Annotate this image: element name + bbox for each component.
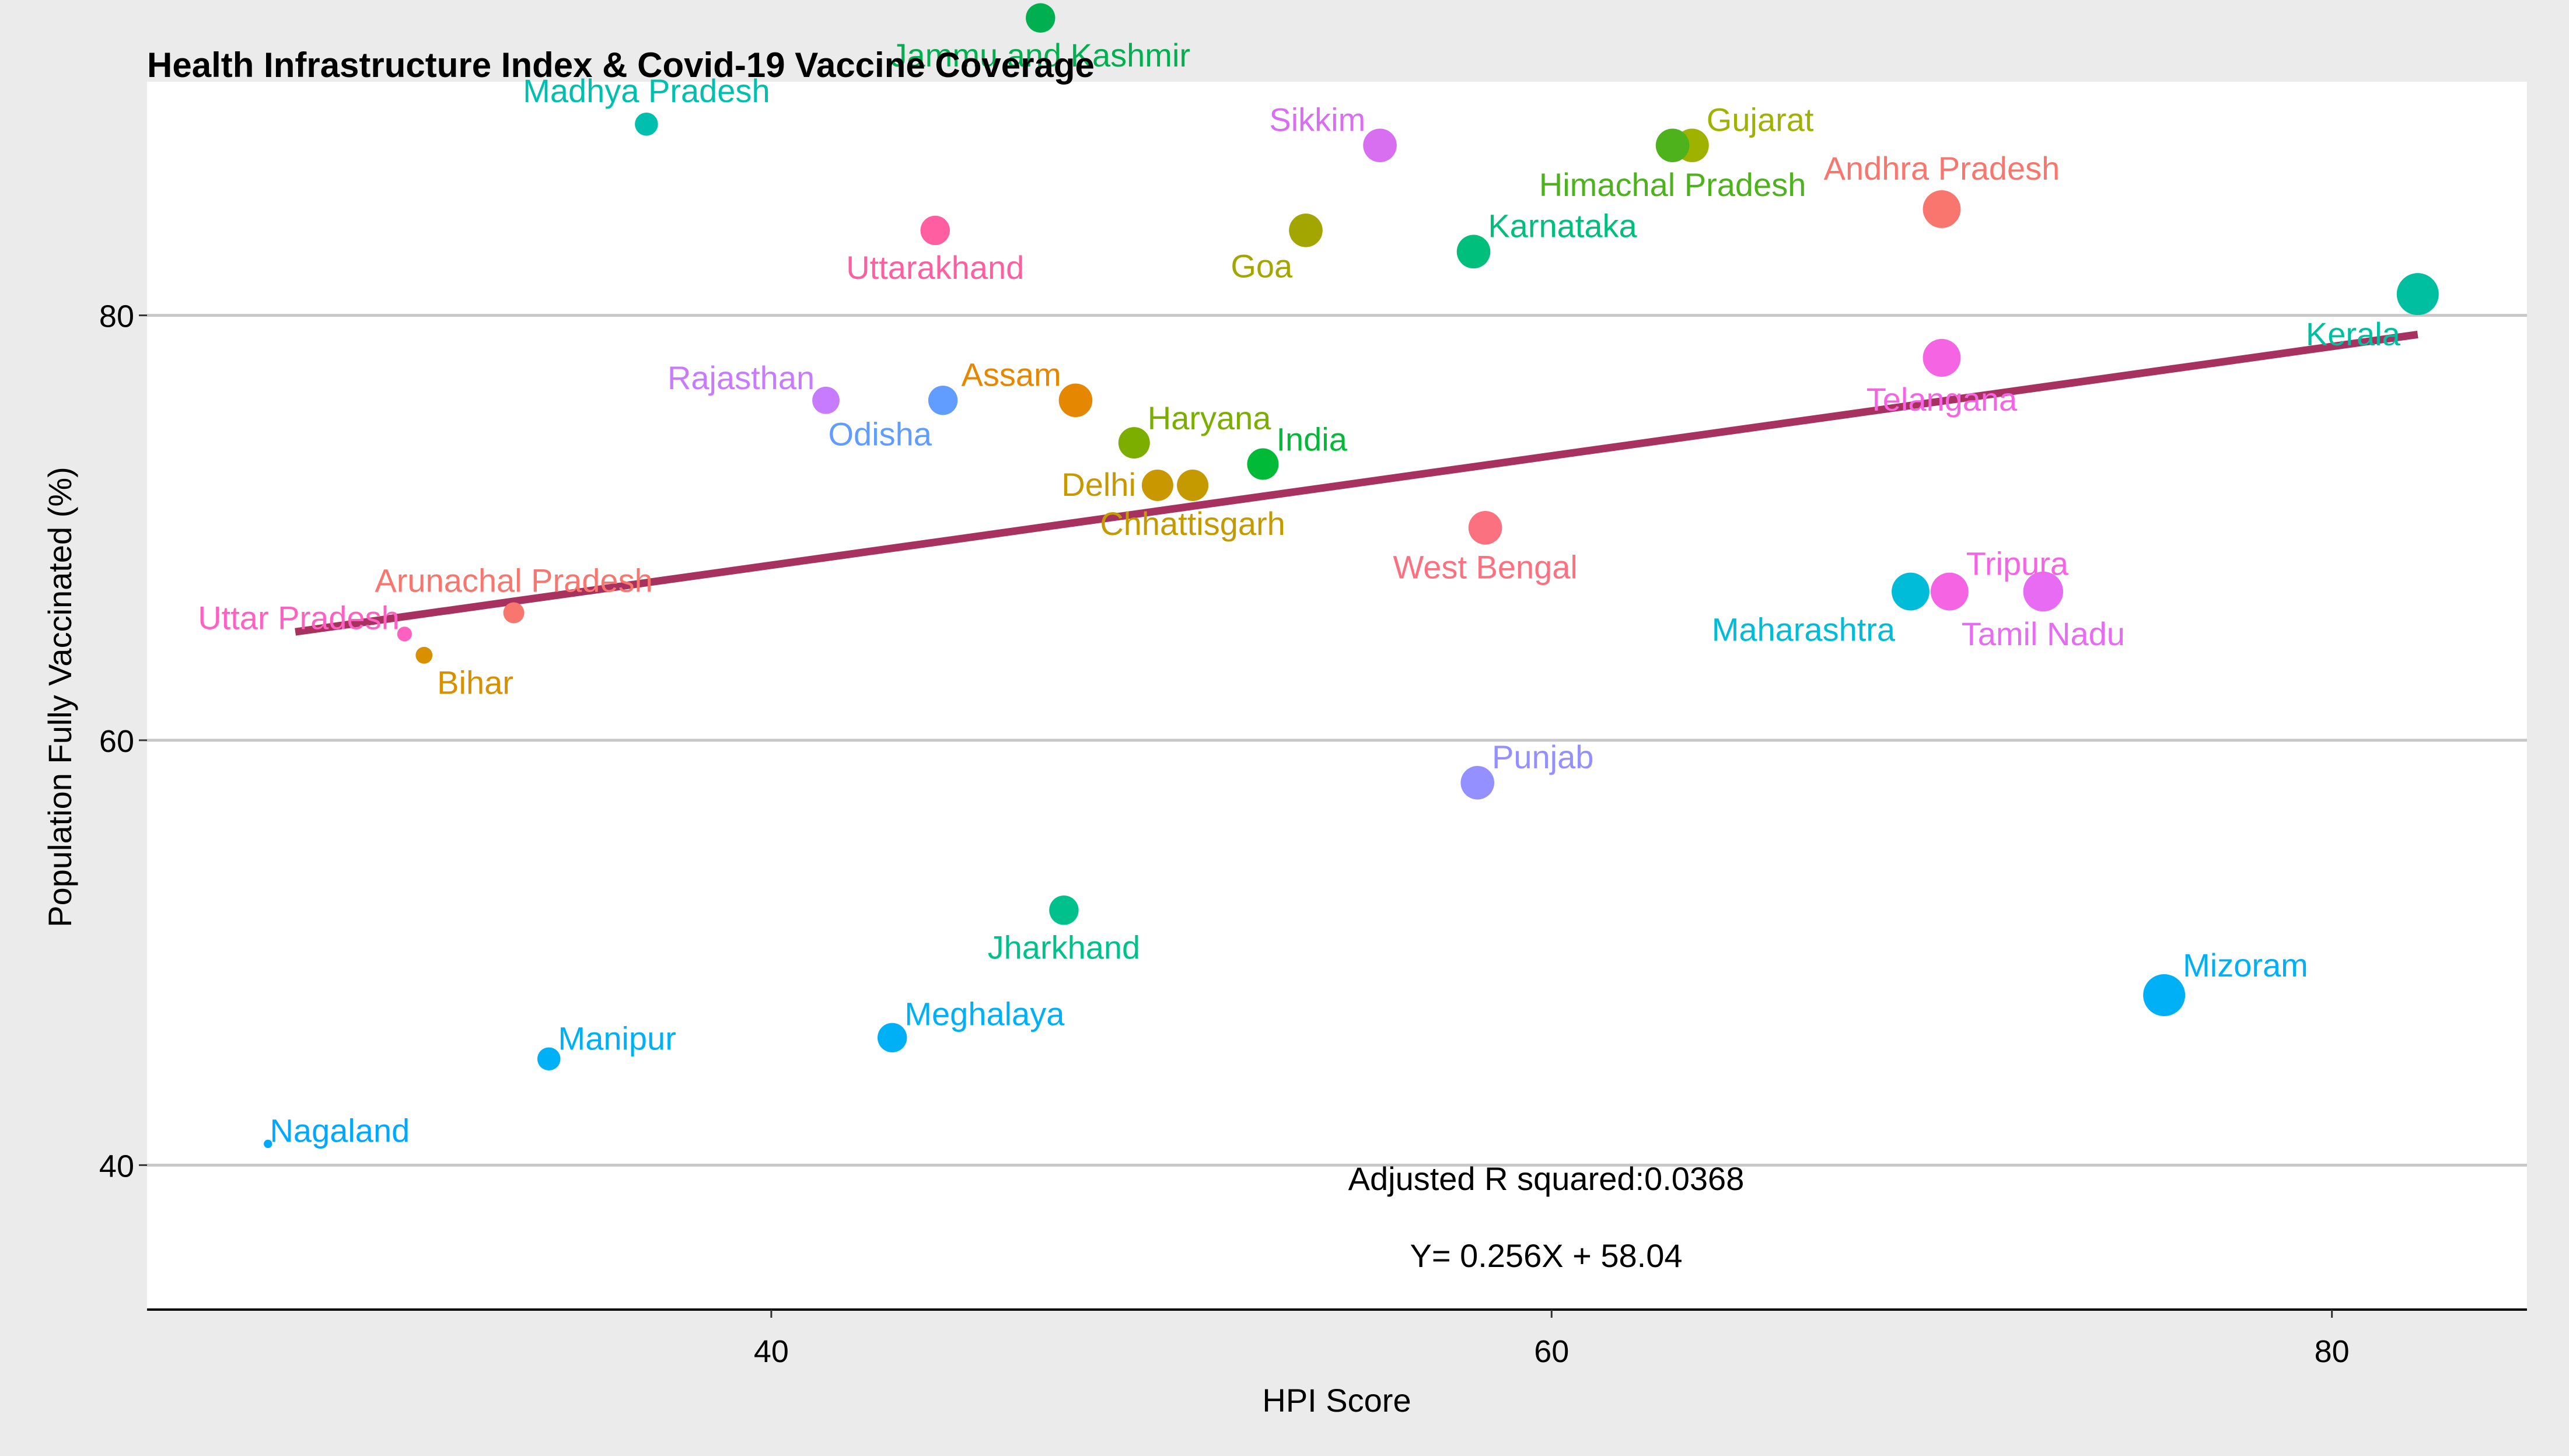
y-tick-labels: 40 60 80 [99,299,147,1184]
point-jharkhand [1049,895,1079,925]
point-tamil-nadu [2023,571,2064,612]
point-label-andhra-pradesh: Andhra Pradesh [1824,150,2060,187]
chart-title: Health Infrastructure Index & Covid-19 V… [147,46,1095,85]
regression-layer [295,330,2418,636]
panel-background [147,82,2527,1310]
x-tick-label-80: 80 [2315,1334,2350,1369]
point-arunachal-pradesh [503,602,525,624]
point-label-gujarat: Gujarat [1707,101,1814,138]
r-squared-annotation: Adjusted R squared:0.0368 [1348,1160,1745,1197]
point-telangana [1923,339,1961,377]
point-label-kerala: Kerala [2306,316,2401,352]
point-label-nagaland: Nagaland [270,1112,410,1149]
point-label-india: India [1276,421,1347,458]
point-label-punjab: Punjab [1492,738,1593,775]
point-label-uttarakhand: Uttarakhand [846,249,1024,286]
point-kerala [2396,273,2439,316]
point-goa [1289,214,1323,247]
x-tick-label-40: 40 [754,1334,789,1369]
point-label-delhi: Delhi [1061,466,1136,503]
point-rajasthan [812,386,840,414]
point-assam [1058,383,1093,418]
points-layer [264,3,2439,1149]
point-label-arunachal-pradesh: Arunachal Pradesh [375,562,652,598]
point-label-tamil-nadu: Tamil Nadu [1962,615,2125,652]
point-odisha [928,386,958,415]
point-west-bengal [1468,510,1502,545]
point-haryana [1118,427,1150,459]
point-andhra-pradesh [1923,190,1961,228]
gridlines [147,314,2527,1167]
point-label-maharashtra: Maharashtra [1712,611,1896,648]
point-label-tripura: Tripura [1966,545,2069,582]
point-label-goa: Goa [1231,248,1293,285]
point-label-assam: Assam [962,356,1061,393]
point-label-west-bengal: West Bengal [1393,549,1577,586]
point-label-manipur: Manipur [558,1020,676,1056]
regression-line [295,330,2418,636]
x-tick-labels: 40 60 80 [754,1310,2350,1369]
point-uttarakhand [920,215,950,246]
point-jammu-and-kashmir [1026,3,1055,33]
point-bihar [415,646,433,664]
point-karnataka [1456,235,1491,269]
point-label-meghalaya: Meghalaya [904,996,1065,1032]
y-tick-label-80: 80 [99,299,134,334]
point-nagaland [264,1139,272,1149]
point-label-haryana: Haryana [1148,400,1272,436]
point-label-bihar: Bihar [437,664,513,701]
x-tick-label-60: 60 [1534,1334,1569,1369]
point-label-jammu-and-kashmir: Jammu and Kashmir [891,37,1191,74]
point-india [1247,448,1279,480]
point-manipur [537,1047,561,1071]
point-chhattisgarh [1177,469,1209,501]
point-maharashtra [1892,572,1930,611]
point-label-sikkim: Sikkim [1269,101,1365,138]
point-label-himachal-pradesh: Himachal Pradesh [1539,166,1806,203]
point-label-telangana: Telangana [1867,381,2018,418]
point-madhya-pradesh [635,113,658,136]
y-axis-label: Population Fully Vaccinated (%) [41,467,78,928]
point-label-odisha: Odisha [828,415,932,452]
point-mizoram [2143,974,2186,1017]
point-label-chhattisgarh: Chhattisgarh [1100,505,1285,542]
point-punjab [1460,766,1495,800]
point-label-rajasthan: Rajasthan [667,359,815,396]
y-tick-label-60: 60 [99,724,134,759]
point-label-uttar-pradesh: Uttar Pradesh [198,599,400,636]
point-label-mizoram: Mizoram [2183,947,2308,984]
point-label-karnataka: Karnataka [1488,208,1637,244]
x-axis-label: HPI Score [1262,1382,1411,1419]
labels-layer: Jammu and Kashmir Madhya Pradesh Sikkim Guj… [198,37,2400,1149]
point-delhi [1141,469,1173,501]
point-label-jharkhand: Jharkhand [988,929,1141,966]
point-label-madhya-pradesh: Madhya Pradesh [523,72,770,109]
point-sikkim [1363,128,1397,163]
regression-equation: Y= 0.256X + 58.04 [1410,1237,1682,1274]
y-tick-label-40: 40 [99,1149,134,1184]
point-uttar-pradesh [397,626,412,642]
point-himachal-pradesh [1655,128,1690,163]
point-meghalaya [877,1023,907,1053]
point-tripura [1930,572,1969,611]
